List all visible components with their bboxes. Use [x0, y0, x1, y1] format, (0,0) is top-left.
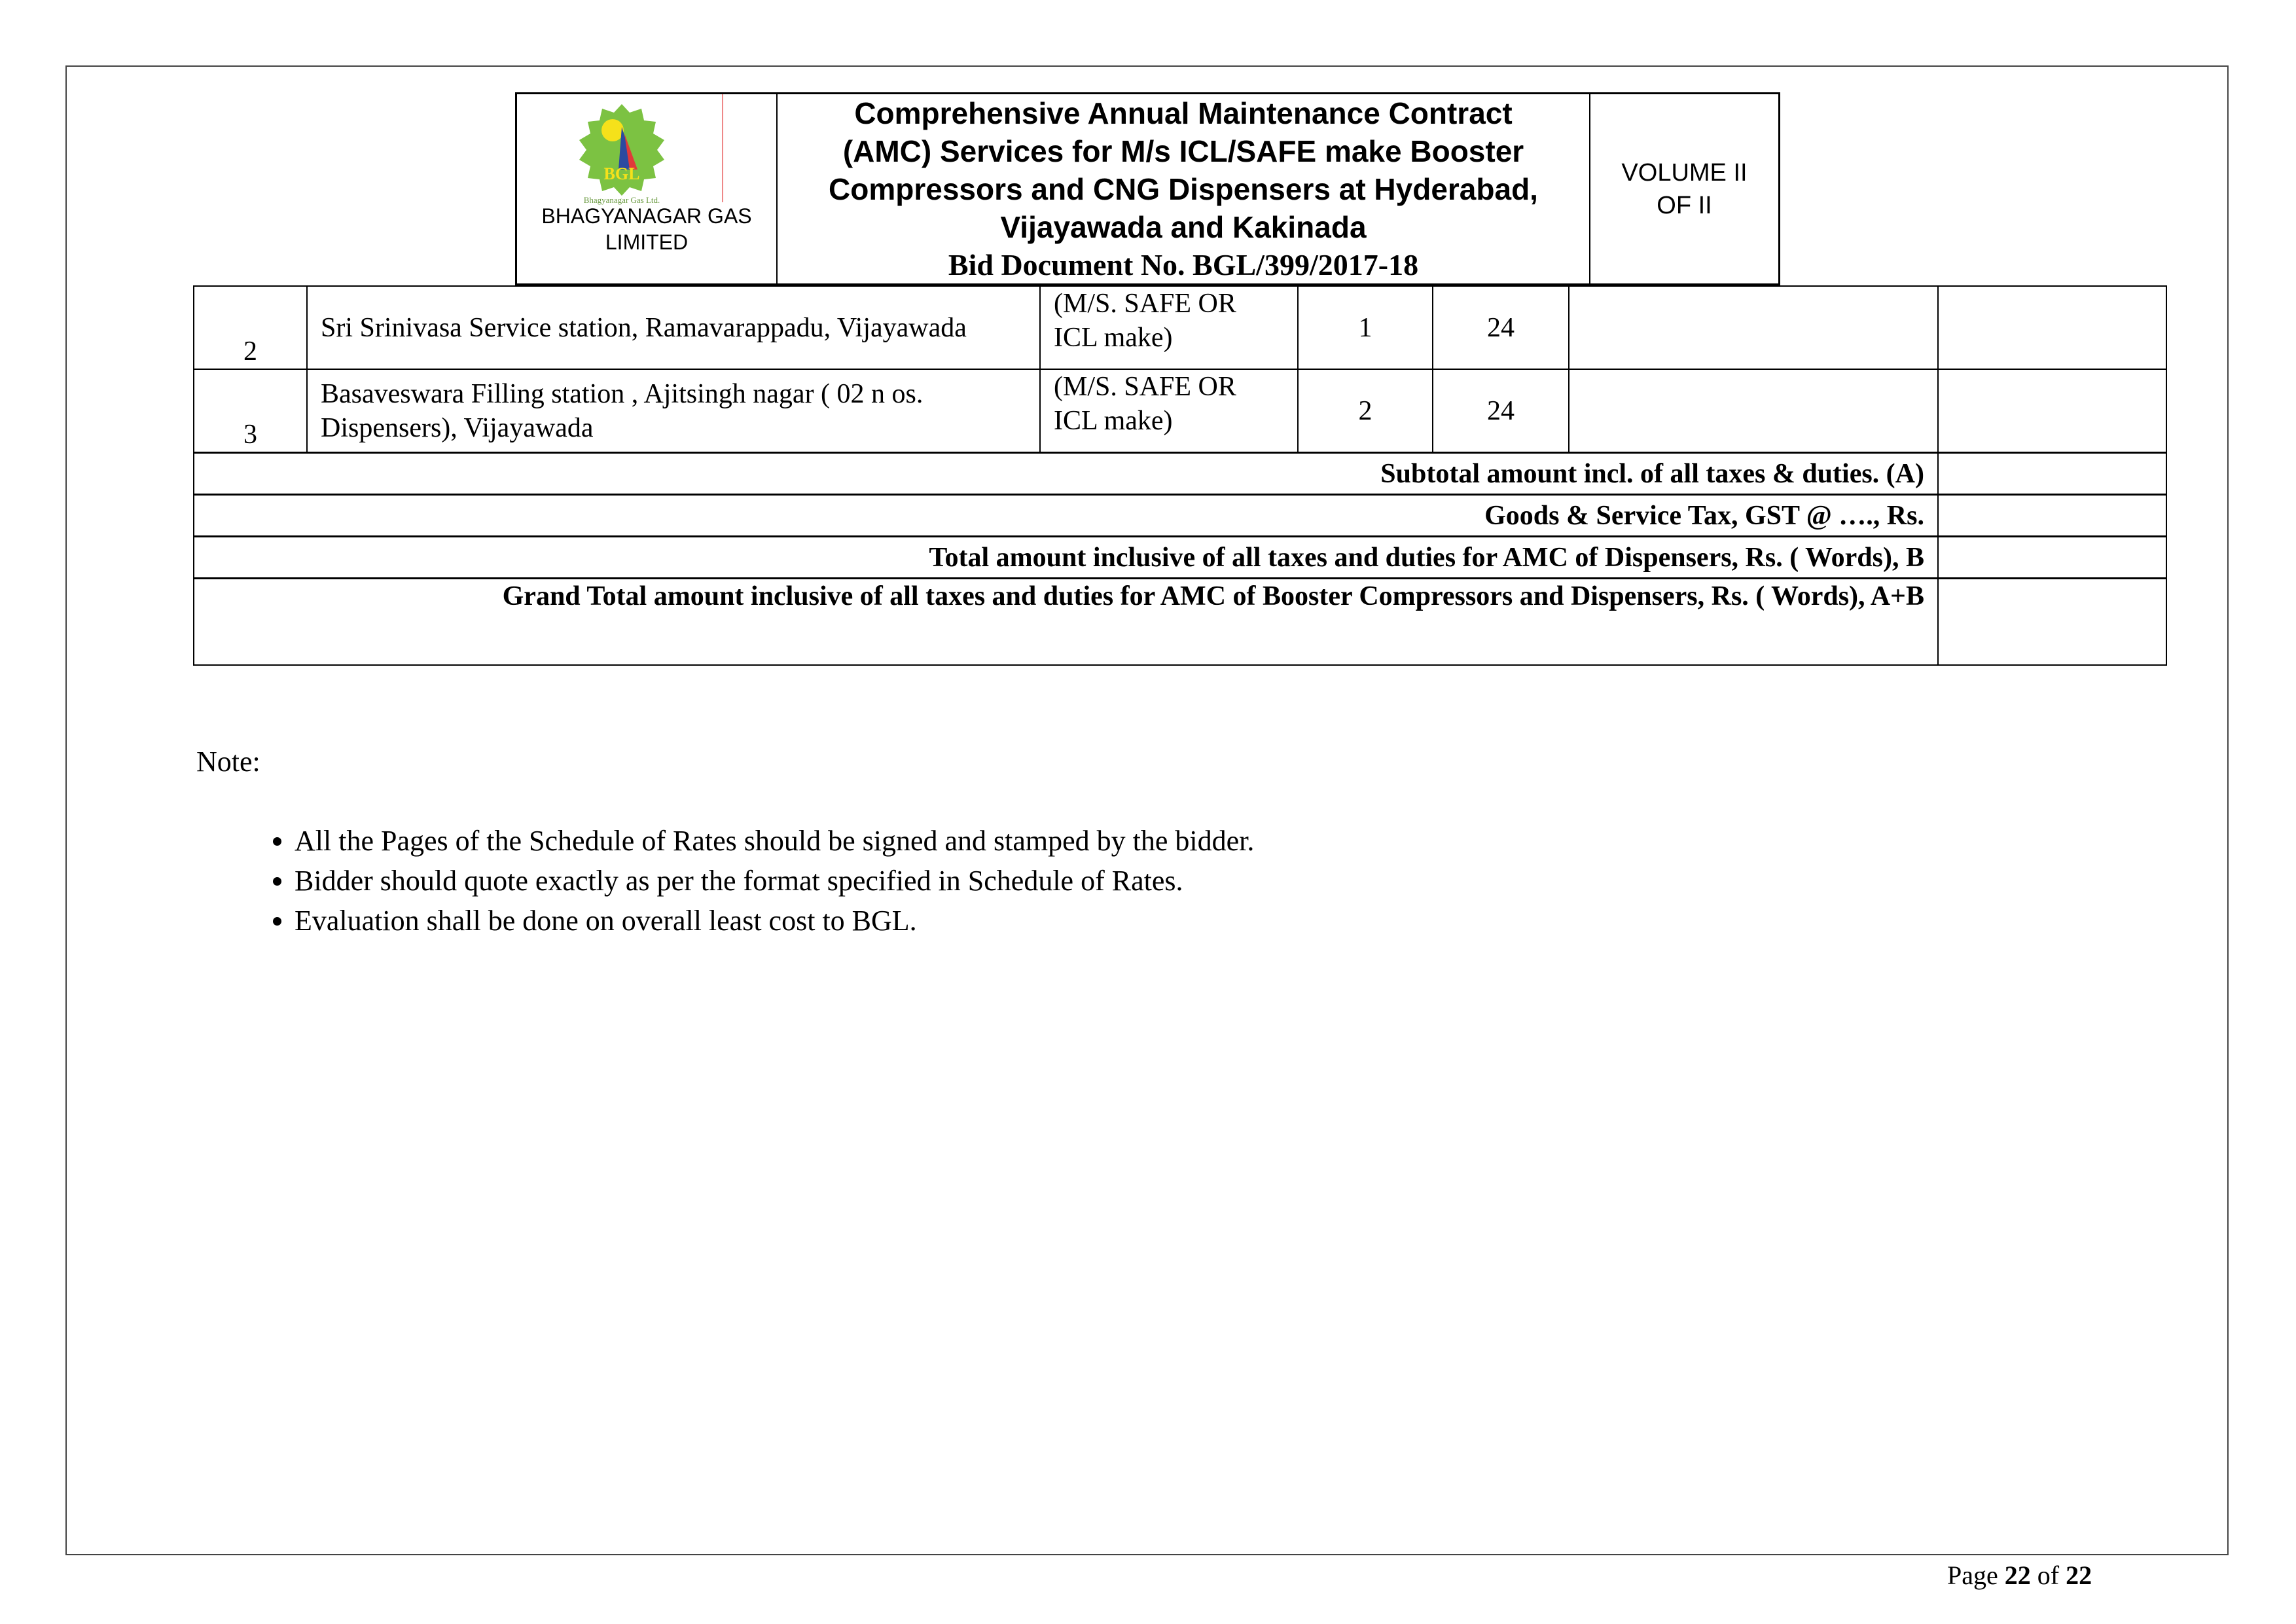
- current-page: 22: [2004, 1561, 2031, 1590]
- document-header: BGL Bhagyanagar Gas Ltd. BHAGYANAGAR GAS…: [515, 92, 1780, 285]
- total-b-value: [1937, 535, 2167, 579]
- amount: [1937, 369, 2167, 454]
- title-line: Comprehensive Annual Maintenance Contrac…: [854, 96, 1513, 130]
- note-list: All the Pages of the Schedule of Rates s…: [255, 821, 1254, 941]
- subtotal-row: Subtotal amount incl. of all taxes & dut…: [193, 452, 2167, 496]
- schedule-of-rates-table: 2 Sri Srinivasa Service station, Ramavar…: [193, 285, 2167, 666]
- bid-number: Bid Document No. BGL/399/2017-18: [948, 247, 1419, 281]
- months: 24: [1432, 369, 1570, 454]
- volume-label: VOLUME II: [1621, 158, 1748, 187]
- serial-number: 3: [193, 369, 308, 454]
- total-pages: 22: [2066, 1561, 2092, 1590]
- make: (M/S. SAFE OR ICL make): [1039, 369, 1299, 454]
- note-item: Evaluation shall be done on overall leas…: [295, 901, 1254, 941]
- subtotal-value: [1937, 452, 2167, 496]
- bgl-logo: BGL Bhagyanagar Gas Ltd.: [579, 104, 664, 205]
- quantity: 2: [1297, 369, 1433, 454]
- note-heading: Note:: [196, 746, 260, 778]
- page-label: Page: [1947, 1561, 1998, 1590]
- svg-text:BGL: BGL: [604, 164, 640, 183]
- title-cell: Comprehensive Annual Maintenance Contrac…: [778, 94, 1590, 283]
- make: (M/S. SAFE OR ICL make): [1039, 285, 1299, 370]
- of-label: of: [2037, 1561, 2060, 1590]
- logo-cell: BGL Bhagyanagar Gas Ltd. BHAGYANAGAR GAS…: [517, 94, 778, 283]
- total-b-label: Total amount inclusive of all taxes and …: [193, 535, 1939, 579]
- amount: [1937, 285, 2167, 370]
- rate: [1568, 369, 1939, 454]
- gst-label: Goods & Service Tax, GST @ …., Rs.: [193, 494, 1939, 537]
- title-line: Vijayawada and Kakinada: [1000, 209, 1367, 244]
- location: Basaveswara Filling station , Ajitsingh …: [306, 369, 1041, 454]
- gst-row: Goods & Service Tax, GST @ …., Rs.: [193, 494, 2167, 537]
- note-item: All the Pages of the Schedule of Rates s…: [295, 821, 1254, 861]
- rate: [1568, 285, 1939, 370]
- total-b-row: Total amount inclusive of all taxes and …: [193, 535, 2167, 579]
- gst-value: [1937, 494, 2167, 537]
- subtotal-label: Subtotal amount incl. of all taxes & dut…: [193, 452, 1939, 496]
- company-name: BHAGYANAGAR GAS LIMITED: [541, 204, 752, 254]
- table-row: 2 Sri Srinivasa Service station, Ramavar…: [193, 285, 2167, 370]
- note-item: Bidder should quote exactly as per the f…: [295, 861, 1254, 901]
- volume-cell: VOLUME II OF II: [1590, 94, 1778, 283]
- page-border: [65, 65, 2229, 1555]
- quantity: 1: [1297, 285, 1433, 370]
- title-line: Compressors and CNG Dispensers at Hydera…: [829, 171, 1538, 206]
- months: 24: [1432, 285, 1570, 370]
- page-number: Page 22 of 22: [1947, 1560, 2092, 1591]
- grand-total-value: [1937, 577, 2167, 666]
- table-row: 3 Basaveswara Filling station , Ajitsing…: [193, 369, 2167, 454]
- volume-of-label: OF II: [1657, 191, 1712, 219]
- grand-total-row: Grand Total amount inclusive of all taxe…: [193, 577, 2167, 666]
- grand-total-label: Grand Total amount inclusive of all taxe…: [193, 577, 1939, 666]
- title-line: (AMC) Services for M/s ICL/SAFE make Boo…: [842, 134, 1524, 168]
- location: Sri Srinivasa Service station, Ramavarap…: [306, 285, 1041, 370]
- svg-text:Bhagyanagar Gas Ltd.: Bhagyanagar Gas Ltd.: [584, 195, 660, 205]
- serial-number: 2: [193, 285, 308, 370]
- divider: [722, 94, 723, 202]
